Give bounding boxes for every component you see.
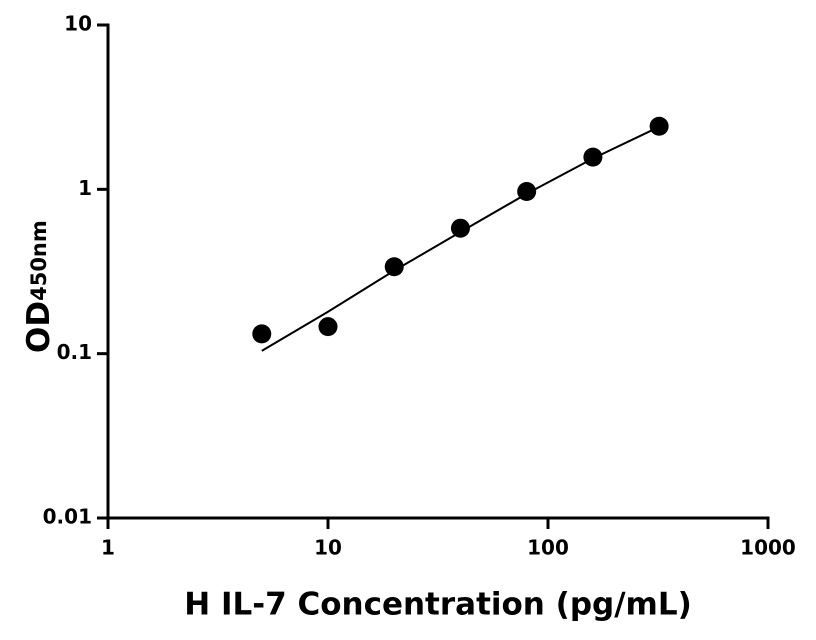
x-tick-label: 1 xyxy=(101,536,115,560)
y-axis-label: OD450nm xyxy=(21,220,57,353)
x-axis-label: H IL-7 Concentration (pg/mL) xyxy=(184,587,692,623)
data-point xyxy=(252,324,272,344)
data-point xyxy=(450,218,470,238)
y-axis-label-main: OD xyxy=(21,301,57,353)
y-tick-label: 10 xyxy=(64,12,92,36)
y-axis-label-sub: 450nm xyxy=(27,220,51,301)
y-tick-label: 0.01 xyxy=(43,505,92,529)
x-tick-label: 1000 xyxy=(740,536,796,560)
data-point xyxy=(649,116,669,136)
data-point xyxy=(318,317,338,337)
x-tick-label: 100 xyxy=(527,536,569,560)
y-tick-label: 1 xyxy=(78,176,92,200)
data-point xyxy=(384,257,404,277)
data-point xyxy=(517,182,537,202)
data-point xyxy=(583,147,603,167)
x-tick-label: 10 xyxy=(314,536,342,560)
y-tick-label: 0.1 xyxy=(57,340,92,364)
